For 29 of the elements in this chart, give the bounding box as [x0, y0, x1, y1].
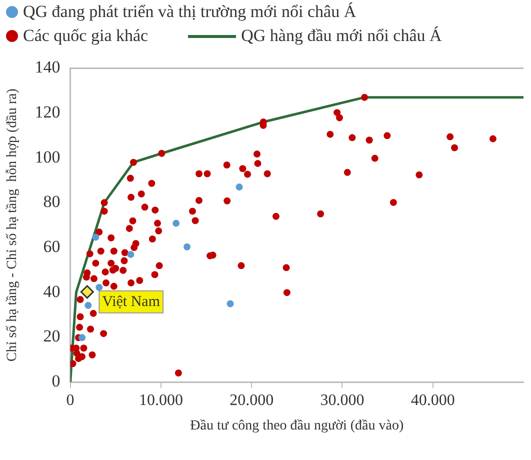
- point: [92, 234, 100, 241]
- x-tick-label: 20.000: [230, 392, 274, 409]
- x-tick-label: 30.000: [320, 392, 364, 409]
- y-axis-title: Chỉ số hạ tầng - Chỉ số hạ tầng hỗn hợp (đầu ra): [5, 88, 20, 362]
- y-tick-label: 120: [34, 102, 60, 122]
- point: [127, 250, 134, 258]
- x-tick-label: 0: [66, 392, 74, 409]
- y-tick-label: 80: [43, 192, 60, 212]
- point: [96, 284, 103, 291]
- legend-label: Các quốc gia khác: [23, 26, 148, 46]
- point: [226, 300, 234, 308]
- y-tick-label: 140: [34, 58, 60, 77]
- x-tick-label: 40.000: [410, 392, 455, 409]
- point: [84, 302, 92, 309]
- y-tick-label: 20: [43, 326, 60, 346]
- y-tick-label: 100: [34, 147, 60, 166]
- point: [172, 220, 180, 227]
- legend-label: QG đang phát triển và thị trường mới nổi châu Á: [23, 2, 356, 22]
- point: [184, 243, 191, 250]
- point: [80, 285, 94, 299]
- y-tick-label: 40: [43, 282, 60, 301]
- x-tick-label: 10.000: [138, 392, 183, 409]
- x-axis-title: Đầu tư công theo đầu người (đầu vào): [190, 418, 404, 434]
- point: [78, 334, 86, 342]
- point: [236, 183, 243, 190]
- y-tick-label: 0: [52, 371, 60, 390]
- legend-label: QG hàng đầu mới nổi châu Á: [241, 26, 442, 46]
- y-tick-label: 60: [43, 236, 60, 256]
- annotation: Việt Nam: [102, 294, 160, 310]
